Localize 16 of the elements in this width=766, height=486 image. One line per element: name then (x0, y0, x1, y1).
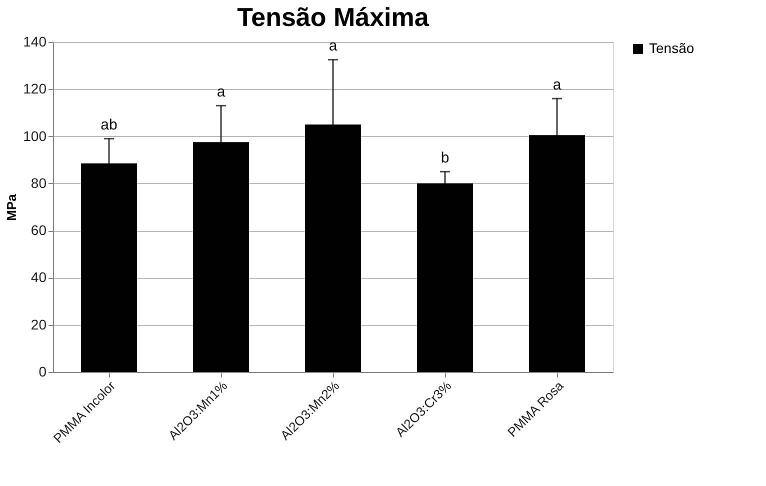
y-tick-label: 0 (38, 364, 47, 380)
y-tick-label: 140 (23, 34, 47, 50)
y-tick-label: 60 (30, 222, 47, 238)
annotation: a (552, 76, 562, 94)
y-axis-title: MPa (4, 193, 20, 221)
y-tick-label: 20 (30, 316, 47, 332)
annotation: ab (100, 116, 118, 134)
y-tick-label: 120 (23, 80, 47, 97)
annotation: a (328, 38, 338, 55)
chart-title: Tensão Máxima (237, 2, 430, 32)
annotation: b (440, 150, 450, 167)
annotation: a (216, 84, 226, 101)
y-tick-label: 40 (30, 269, 47, 286)
legend-label: Tensão (649, 40, 694, 56)
y-tick-label: 100 (23, 128, 47, 144)
y-tick-label: 80 (30, 174, 47, 191)
